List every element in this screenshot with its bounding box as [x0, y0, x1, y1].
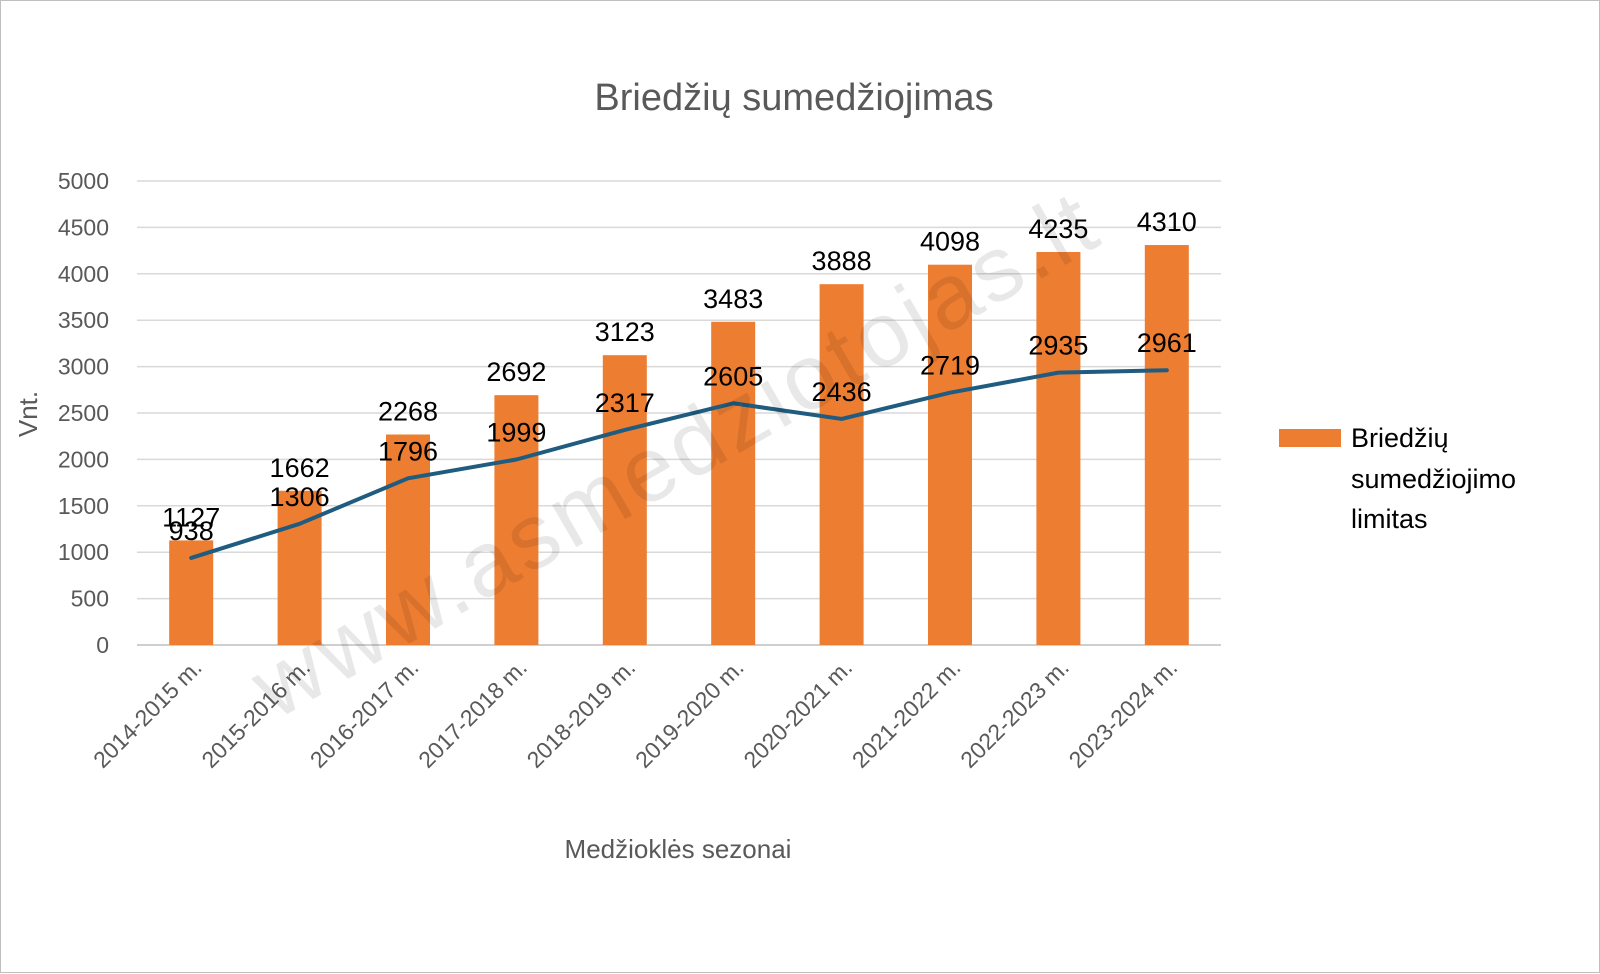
line-data-label: 1306 [270, 482, 330, 512]
bar [711, 321, 756, 645]
y-tick-label: 500 [71, 586, 109, 612]
x-tick-label: 2020-2021 m. [738, 654, 857, 773]
x-tick-label: 2014-2015 m. [88, 654, 207, 773]
y-tick-label: 4500 [58, 214, 109, 240]
bar-data-label: 2268 [378, 397, 438, 427]
bar-data-label: 3483 [703, 284, 763, 314]
y-tick-label: 4000 [58, 261, 109, 287]
y-tick-label: 2500 [58, 400, 109, 426]
line-data-label: 2436 [812, 377, 872, 407]
bar-data-label: 2692 [486, 357, 546, 387]
line-data-label: 2719 [920, 351, 980, 381]
line-series-path [189, 368, 1169, 560]
x-tick-label: 2021-2022 m. [847, 654, 966, 773]
bar-data-label: 4235 [1028, 214, 1088, 244]
y-tick-label: 2000 [58, 446, 109, 472]
bar [819, 284, 864, 645]
bar-data-label: 1662 [270, 453, 330, 483]
line-data-label: 1999 [486, 417, 546, 447]
x-tick-label: 2019-2020 m. [630, 654, 749, 773]
bar-data-label: 3123 [595, 317, 655, 347]
legend: Briedžių sumedžiojimo limitas [1279, 423, 1516, 534]
bar [928, 264, 972, 645]
watermark-text: www.asmedziotojas.lt [234, 170, 1117, 739]
x-tick-label: 2018-2019 m. [522, 654, 641, 773]
bars [169, 245, 1189, 646]
y-tick-label: 1000 [58, 539, 109, 565]
bar [602, 355, 647, 645]
y-tick-labels: 0 500 1000 1500 2000 2500 3000 3500 4000 4500 5000 [58, 168, 109, 658]
legend-label-line-2: sumedžiojimo [1351, 464, 1516, 494]
data-labels: 1127 1662 2268 2692 3123 3483 3888 4098 4235 4310… [162, 207, 1197, 546]
legend-swatch-limit [1279, 429, 1341, 447]
bar-data-label: 4098 [920, 227, 980, 257]
bar [386, 434, 430, 645]
legend-label-line-3: limitas [1351, 504, 1428, 534]
y-tick-label: 0 [96, 632, 109, 658]
line-data-label: 2935 [1028, 331, 1088, 361]
y-tick-label: 3000 [58, 354, 109, 380]
y-tick-label: 5000 [58, 168, 109, 194]
bar [1036, 251, 1081, 645]
x-axis-title: Medžioklės sezonai [565, 834, 792, 864]
x-tick-label: 2023-2024 m. [1064, 654, 1183, 773]
x-tick-label: 2017-2018 m. [413, 654, 532, 773]
line-series [189, 368, 1169, 560]
y-tick-label: 1500 [58, 493, 109, 519]
chart-title: Briedžių sumedžiojimas [594, 77, 993, 119]
x-tick-label: 2022-2023 m. [955, 654, 1074, 773]
line-data-label: 1796 [378, 436, 438, 466]
bar-data-label: 1127 [162, 502, 220, 532]
y-tick-label: 3500 [58, 307, 109, 333]
line-data-label: 2317 [595, 388, 655, 418]
legend-label-line-1: Briedžių [1351, 423, 1449, 453]
bar [1144, 245, 1189, 646]
bar-data-label: 3888 [812, 246, 872, 276]
line-data-label: 938 [169, 516, 214, 546]
y-axis-title: Vnt. [13, 391, 43, 437]
bar-data-label: 4310 [1137, 207, 1197, 237]
line-data-label: 2605 [703, 361, 763, 391]
bar [494, 395, 539, 645]
line-data-label: 2961 [1137, 328, 1197, 358]
